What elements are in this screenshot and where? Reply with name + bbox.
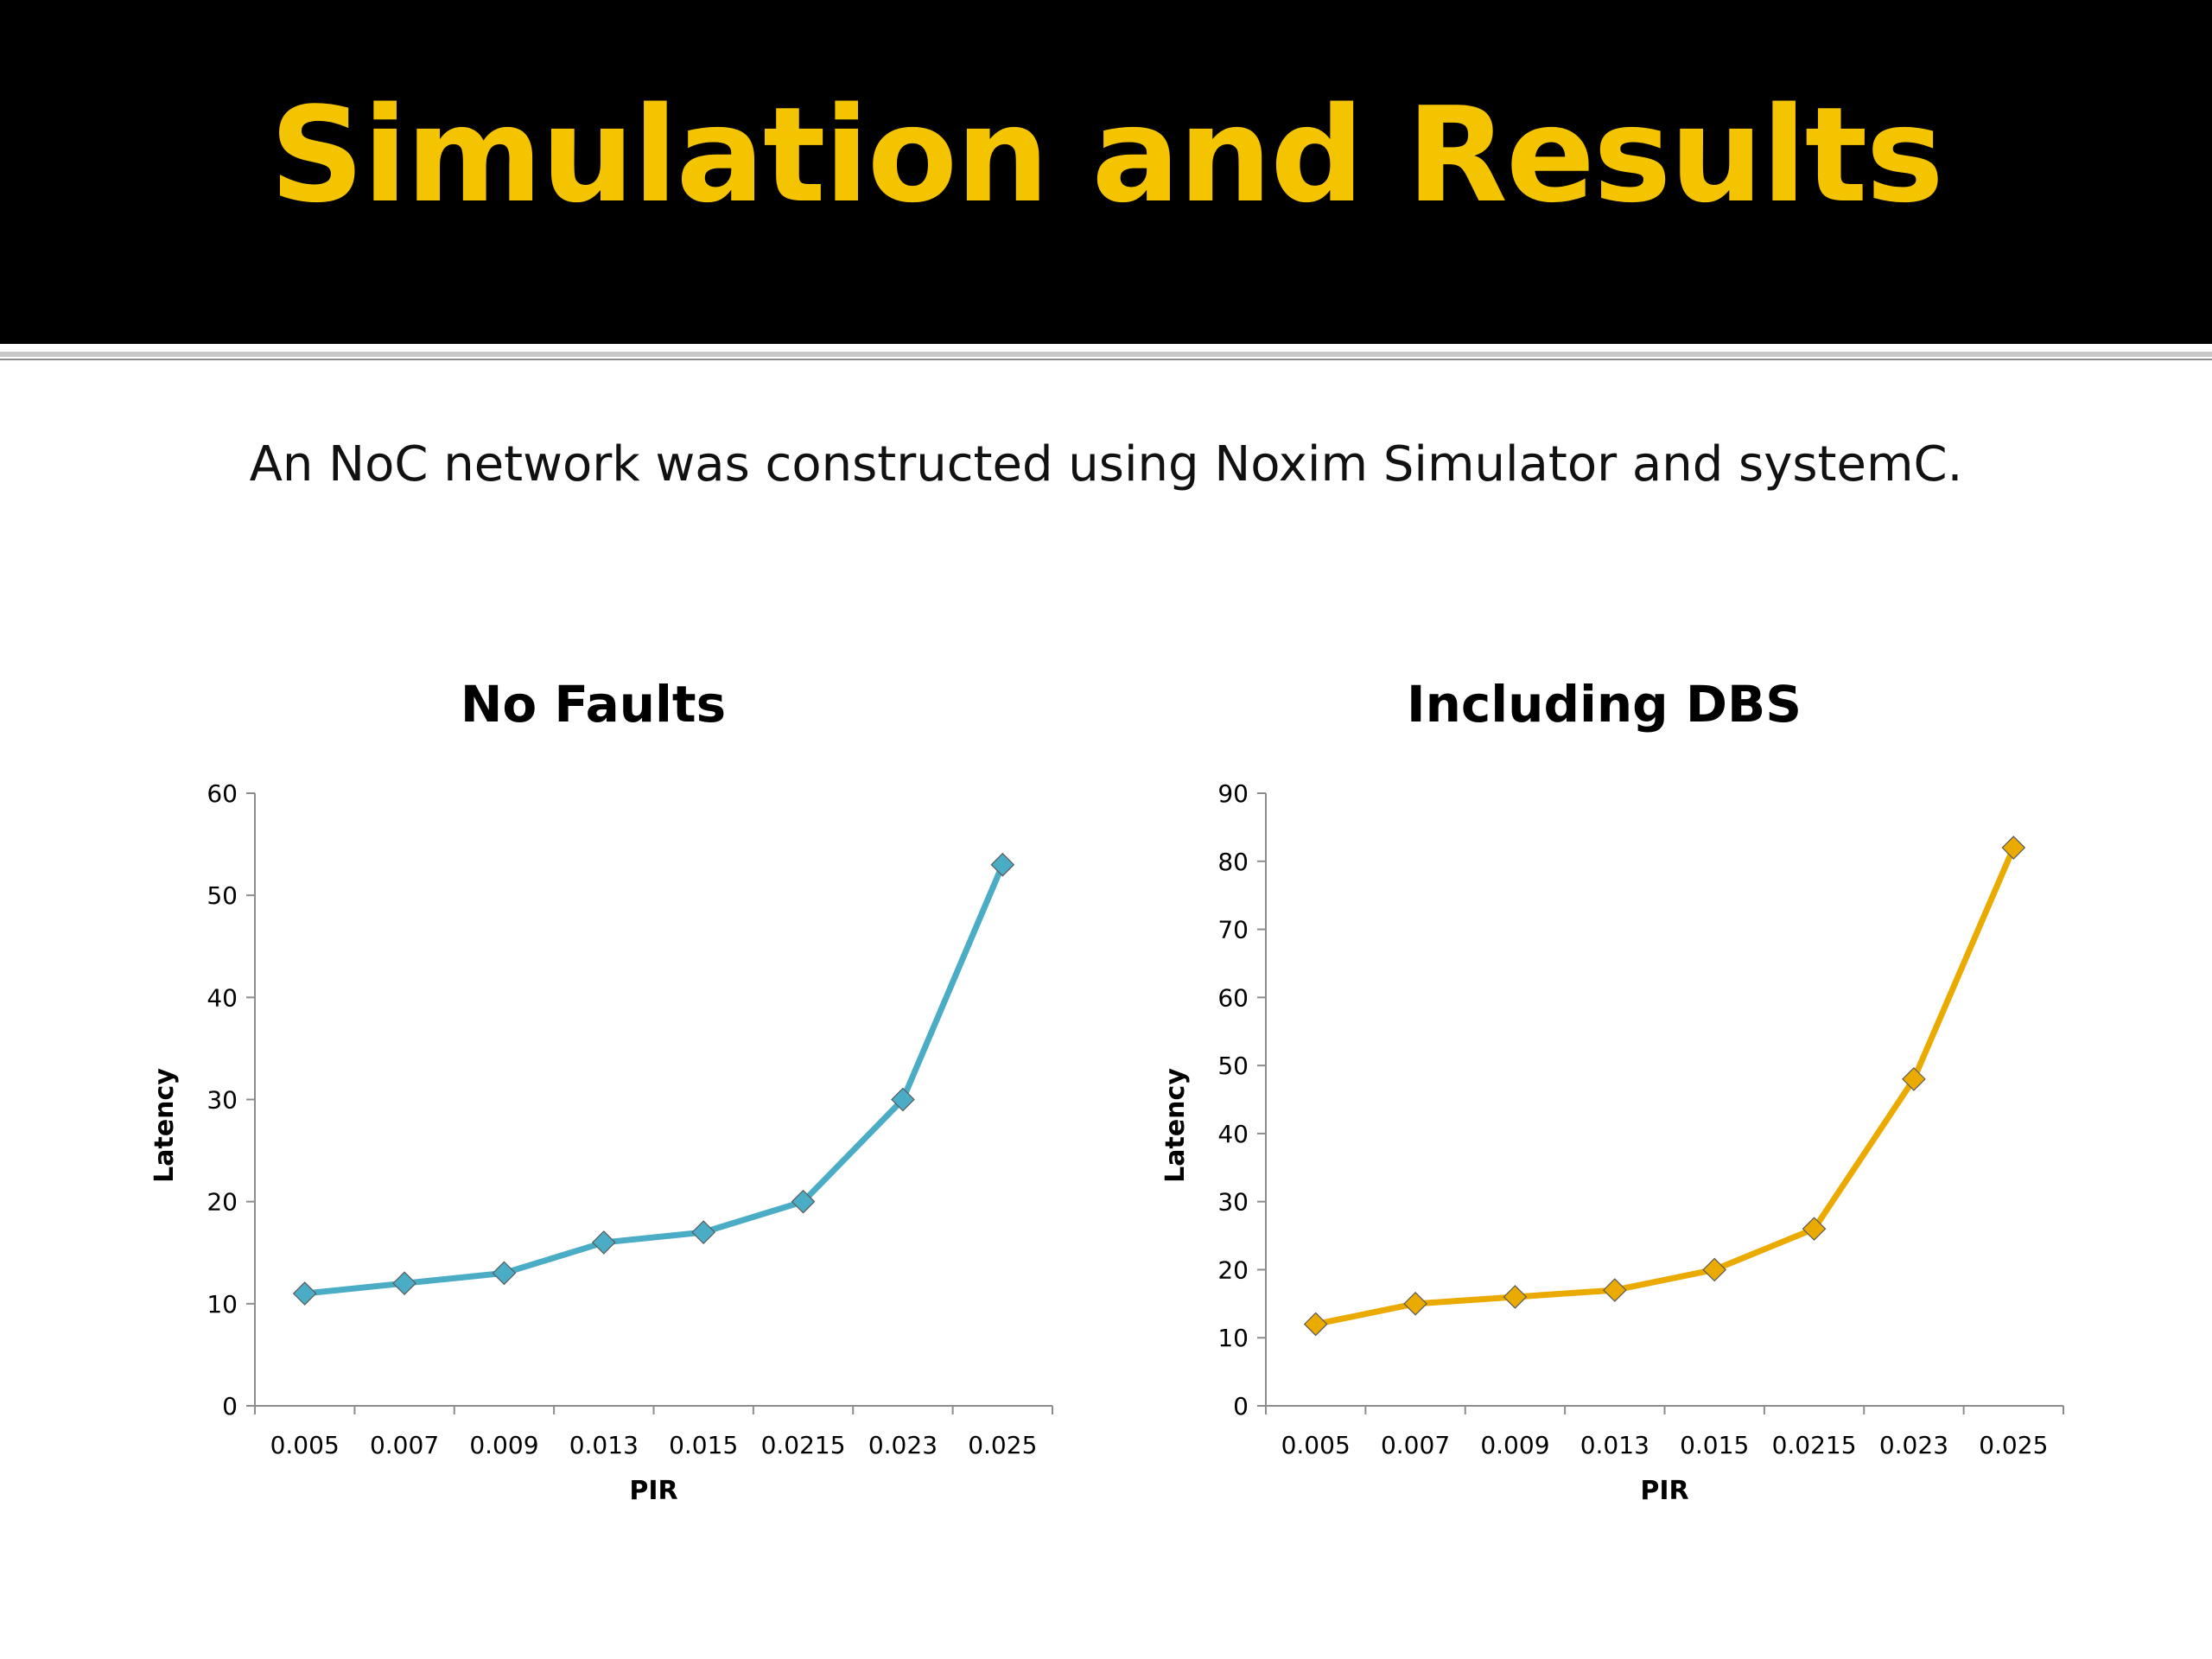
chart-1-x-tick-label: 0.025 [1979,1431,2048,1459]
chart-1-data-point [1902,1067,1926,1091]
chart-0-data-point [591,1230,616,1255]
chart-0-x-tick-label: 0.013 [569,1431,639,1459]
chart-0-x-tick-label: 0.005 [270,1431,340,1459]
chart-1-series-line [1313,844,2017,1327]
chart-1-x-axis-label: PIR [1640,1476,1688,1506]
chart-0-y-tick-label: 50 [207,881,238,910]
slide-title: Simulation and Results [270,78,1944,232]
chart-0-series-line [302,861,1006,1297]
chart-1-x-tick-label: 0.013 [1580,1431,1649,1459]
chart-1-y-tick-label: 30 [1217,1188,1249,1217]
chart-1-x-tick-label: 0.009 [1480,1431,1549,1459]
title-bar: Simulation and Results [0,0,2212,344]
chart-no-faults: No Faults 0 10 20 30 40 50 60 0.005 0.007 0.009 0.0… [149,675,1053,1506]
chart-0-data-point [791,1189,816,1214]
chart-1-data-point [1702,1257,1727,1282]
chart-0-y-tick-label: 30 [207,1086,238,1115]
chart-0-x-tick-label: 0.025 [968,1431,1037,1459]
chart-0-x-tick-label: 0.009 [469,1431,538,1459]
chart-1-data-point [1602,1278,1627,1302]
chart-0-x-tick-label: 0.023 [868,1431,938,1459]
chart-1-y-tick-label: 50 [1217,1052,1249,1080]
divider-line-dark [0,359,2212,360]
chart-1-data-point [2001,836,2026,860]
divider-line [0,352,2212,357]
chart-0-data-point [392,1271,416,1296]
slide-subtitle: An NoC network was constructed using Nox… [249,436,1963,493]
chart-0-x-tick-label: 0.007 [370,1431,439,1459]
chart-1-data-point [1303,1312,1328,1337]
chart-1-y-tick-label: 70 [1217,916,1249,944]
chart-0-data-point [990,852,1015,877]
chart-1-y-tick-label: 10 [1217,1324,1249,1352]
chart-1-data-point [1403,1291,1427,1316]
chart-0-x-axis-label: PIR [629,1476,677,1506]
chart-0-x-tick-label: 0.015 [669,1431,738,1459]
chart-0-y-tick-label: 10 [207,1290,238,1319]
chart-including-dbs: Including DBS 0 10 20 30 40 50 60 70 80 90 0.005 0.0… [1160,675,2064,1506]
chart-0-data-point [891,1087,915,1112]
chart-1-y-tick-label: 0 [1233,1392,1249,1421]
chart-0-title: No Faults [461,675,726,734]
chart-1-data-point [1503,1285,1528,1309]
chart-0-y-tick-label: 20 [207,1188,238,1217]
chart-0-data-point [691,1220,716,1244]
chart-0-data-point [492,1261,517,1286]
chart-0-y-tick-label: 60 [207,779,238,808]
chart-1-y-tick-label: 40 [1217,1120,1249,1148]
chart-0-x-tick-label: 0.0215 [761,1431,846,1459]
chart-0-y-axis-label: Latency [149,1068,180,1183]
chart-1-data-point [1802,1217,1827,1242]
chart-0-y-tick-label: 0 [222,1392,238,1421]
chart-0-data-point [292,1281,317,1306]
chart-1-y-axis-label: Latency [1160,1068,1191,1183]
chart-1-y-tick-label: 20 [1217,1255,1249,1284]
chart-1-y-tick-label: 60 [1217,983,1249,1012]
chart-1-x-tick-label: 0.005 [1281,1431,1351,1459]
chart-0-y-tick-label: 40 [207,983,238,1012]
chart-1-x-tick-label: 0.0215 [1772,1431,1857,1459]
chart-1-x-tick-label: 0.015 [1680,1431,1749,1459]
chart-1-title: Including DBS [1407,675,1802,734]
chart-1-x-tick-label: 0.023 [1879,1431,1948,1459]
chart-1-y-tick-label: 80 [1217,848,1249,876]
chart-1-y-tick-label: 90 [1217,779,1249,808]
chart-1-x-tick-label: 0.007 [1381,1431,1450,1459]
